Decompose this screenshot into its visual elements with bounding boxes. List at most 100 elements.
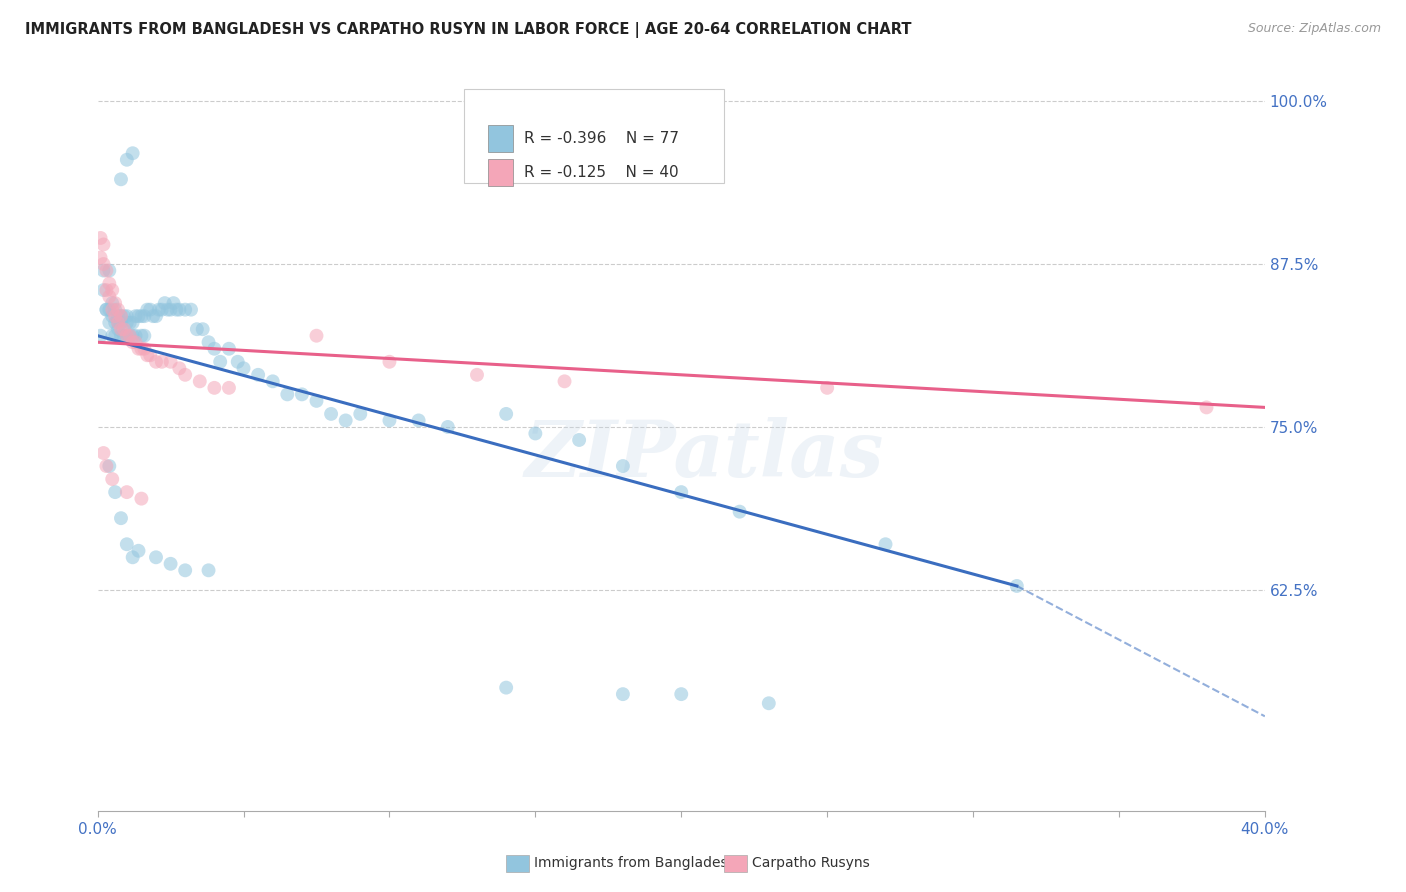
Point xyxy=(104,302,127,317)
Point xyxy=(104,309,127,323)
Text: Immigrants from Bangladesh: Immigrants from Bangladesh xyxy=(534,856,737,871)
Point xyxy=(96,302,118,317)
Point xyxy=(118,328,141,343)
Point xyxy=(335,413,357,427)
Point xyxy=(90,251,112,265)
Point xyxy=(495,407,517,421)
Point xyxy=(101,328,124,343)
Point xyxy=(1005,579,1028,593)
Point xyxy=(118,328,141,343)
Point xyxy=(98,458,121,473)
Point xyxy=(145,355,167,369)
Point xyxy=(104,316,127,330)
Point xyxy=(139,302,162,317)
Point xyxy=(121,328,143,343)
Point xyxy=(93,237,115,252)
Point xyxy=(136,302,159,317)
Point xyxy=(524,426,547,441)
Point xyxy=(612,458,634,473)
Point xyxy=(112,322,135,336)
Point xyxy=(115,153,138,167)
Point xyxy=(93,263,115,277)
Point xyxy=(107,316,129,330)
Point xyxy=(159,302,181,317)
Point xyxy=(136,348,159,362)
Point xyxy=(110,316,132,330)
Point xyxy=(671,687,693,701)
Point xyxy=(118,316,141,330)
Point xyxy=(96,263,118,277)
Point xyxy=(165,302,187,317)
Point xyxy=(98,277,121,291)
Point xyxy=(98,316,121,330)
Point xyxy=(209,355,232,369)
Point xyxy=(134,342,156,356)
Point xyxy=(115,537,138,551)
Point xyxy=(159,355,181,369)
Point xyxy=(121,550,143,565)
Point xyxy=(191,322,214,336)
Point xyxy=(134,309,156,323)
Point xyxy=(134,328,156,343)
Point xyxy=(186,322,208,336)
Point xyxy=(174,302,197,317)
Point xyxy=(96,302,118,317)
Point xyxy=(247,368,270,382)
Point xyxy=(98,263,121,277)
Point xyxy=(96,458,118,473)
Point xyxy=(115,316,138,330)
Point xyxy=(349,407,371,421)
Text: R = -0.125    N = 40: R = -0.125 N = 40 xyxy=(524,165,679,179)
Point xyxy=(124,309,146,323)
Point xyxy=(554,374,576,388)
Point xyxy=(110,511,132,525)
Point xyxy=(153,296,176,310)
Point xyxy=(96,283,118,297)
Point xyxy=(169,302,191,317)
Point xyxy=(115,309,138,323)
Point xyxy=(291,387,314,401)
Point xyxy=(110,172,132,186)
Point xyxy=(101,296,124,310)
Point xyxy=(107,316,129,330)
Point xyxy=(408,413,430,427)
Point xyxy=(110,309,132,323)
Point xyxy=(202,342,225,356)
Point xyxy=(378,413,401,427)
Point xyxy=(142,309,165,323)
Point xyxy=(128,309,150,323)
Point xyxy=(93,283,115,297)
Point xyxy=(218,342,240,356)
Point xyxy=(131,328,153,343)
Point xyxy=(815,381,838,395)
Point xyxy=(93,446,115,460)
Point xyxy=(319,407,342,421)
Point xyxy=(101,302,124,317)
Point xyxy=(131,309,153,323)
Point xyxy=(98,302,121,317)
Point xyxy=(115,328,138,343)
Point xyxy=(121,335,143,350)
Point xyxy=(568,433,591,447)
Point xyxy=(90,328,112,343)
Point xyxy=(197,335,219,350)
Point xyxy=(378,355,401,369)
Point xyxy=(305,328,328,343)
Point xyxy=(104,328,127,343)
Point xyxy=(197,563,219,577)
Point xyxy=(174,563,197,577)
Point xyxy=(107,302,129,317)
Point xyxy=(148,302,170,317)
Point xyxy=(226,355,249,369)
Point xyxy=(90,231,112,245)
Point xyxy=(202,381,225,395)
Point xyxy=(156,302,179,317)
Point xyxy=(112,309,135,323)
Point xyxy=(107,309,129,323)
Point xyxy=(150,302,173,317)
Point xyxy=(150,355,173,369)
Point xyxy=(1195,401,1218,415)
Point xyxy=(104,485,127,500)
Point xyxy=(276,387,298,401)
Point xyxy=(128,342,150,356)
